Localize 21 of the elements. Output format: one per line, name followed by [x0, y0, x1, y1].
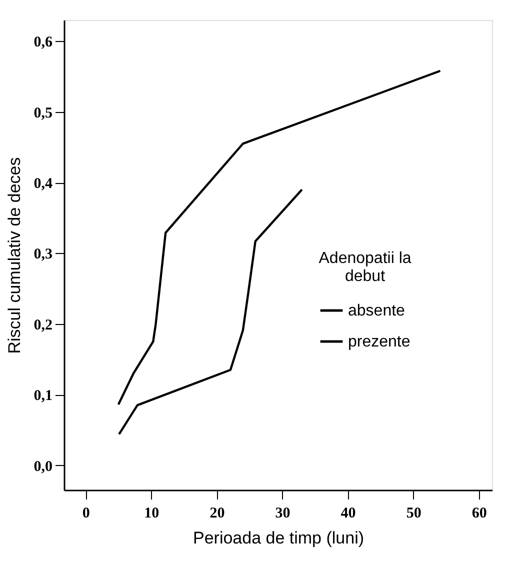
- x-tick-label: 60: [472, 506, 487, 522]
- x-tick-label: 10: [144, 506, 160, 522]
- x-tick-label: 0: [82, 506, 90, 522]
- y-tick-label: 0,6: [34, 34, 53, 51]
- y-tick-label: 0,1: [34, 388, 52, 404]
- legend-title: Adenopatii la debut: [318, 250, 412, 285]
- x-tick-label: 20: [210, 506, 225, 522]
- y-axis-title: Riscul cumulativ de deces: [4, 157, 24, 354]
- y-tick-label: 0,0: [34, 458, 52, 475]
- y-tick-label: 0,5: [34, 105, 52, 122]
- legend-label: prezente: [348, 334, 410, 350]
- y-tick-label: 0,2: [34, 317, 52, 334]
- y-tick-label: 0,4: [34, 176, 53, 192]
- x-tick-label: 50: [406, 506, 422, 522]
- legend-label: absente: [348, 302, 406, 320]
- x-tick-label: 40: [340, 506, 356, 522]
- line-series: [118, 188, 304, 436]
- line-series: [117, 70, 442, 406]
- x-axis-title: Perioada de timp (luni): [192, 528, 364, 548]
- x-tick-label: 30: [275, 506, 290, 522]
- y-tick-label: 0,3: [34, 246, 52, 263]
